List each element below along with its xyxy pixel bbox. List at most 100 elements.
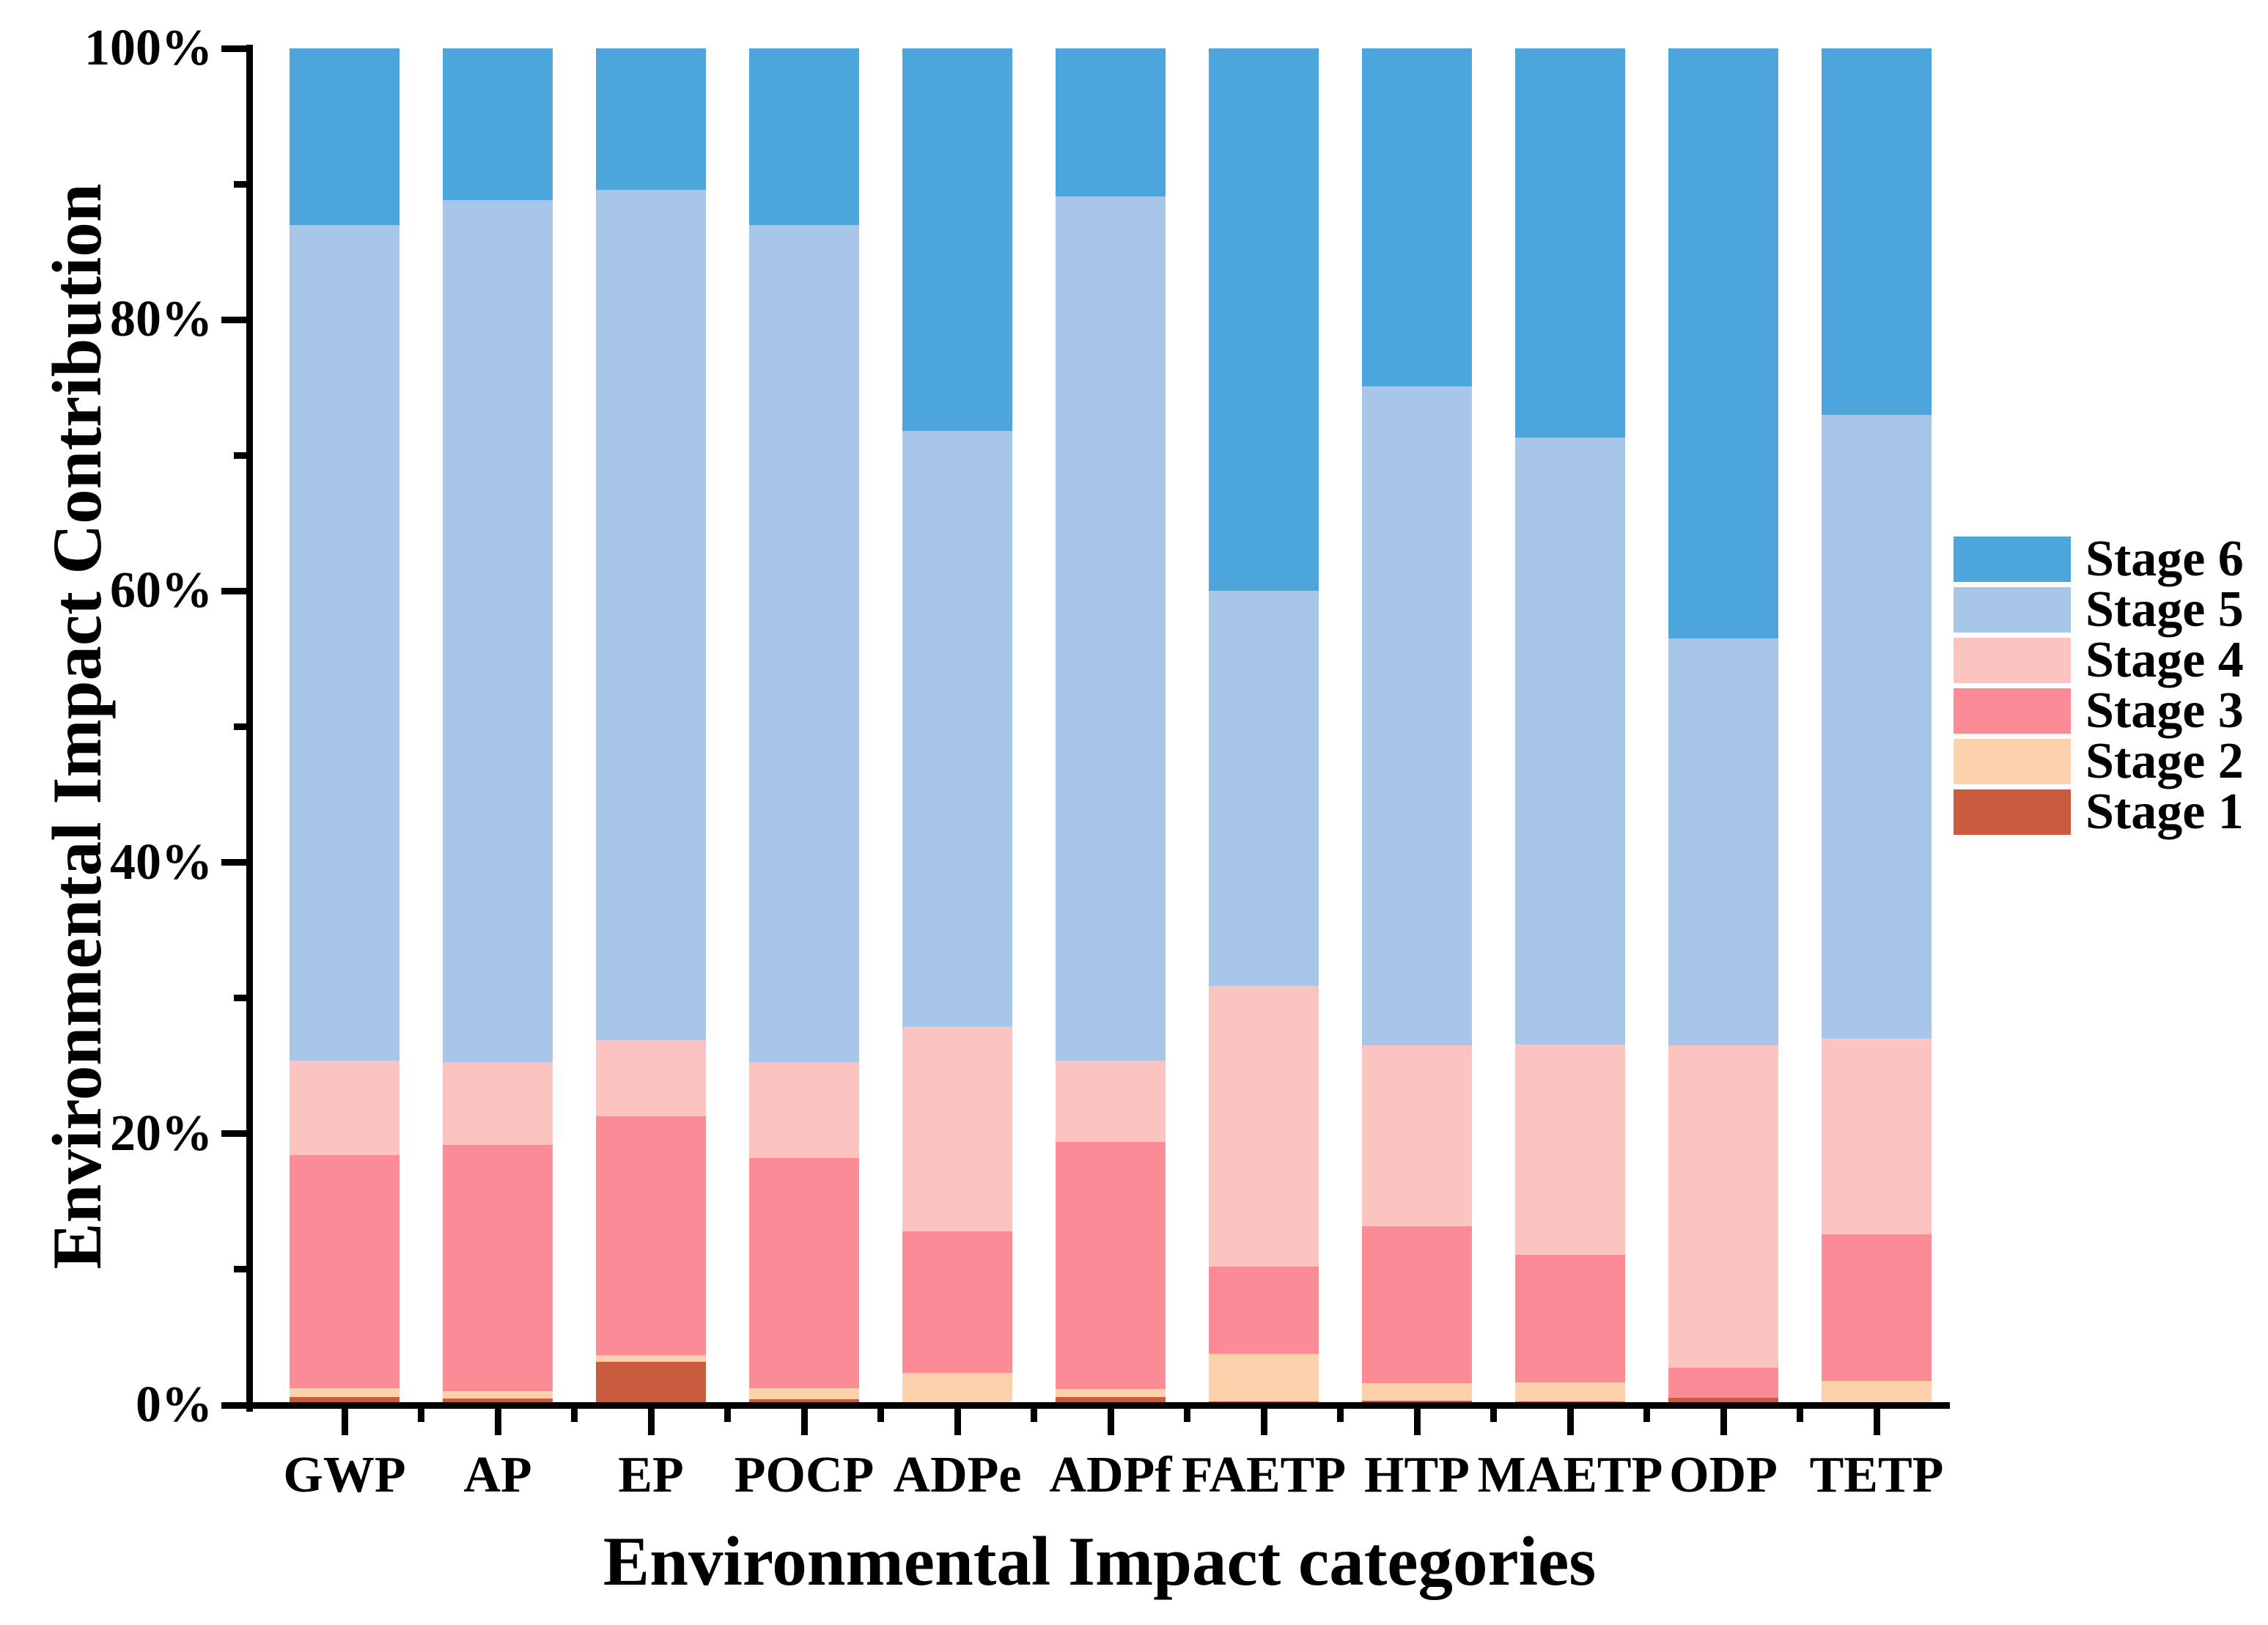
- bar-segment-FAETP-stage-5: [1209, 591, 1319, 987]
- legend-label: Stage 4: [2085, 632, 2244, 688]
- bar-segment-MAETP-stage-2: [1515, 1382, 1625, 1401]
- x-axis-title: Environmental Impact categories: [603, 1522, 1597, 1600]
- bar-segment-POCP-stage-6: [749, 48, 859, 225]
- bar-segment-AP-stage-4: [443, 1061, 553, 1145]
- legend-item-stage-2: Stage 2: [1954, 734, 2261, 789]
- x-axis-major-tick: [1413, 1409, 1421, 1435]
- y-axis-major-tick: [221, 316, 246, 323]
- bar-segment-FAETP-stage-3: [1209, 1267, 1319, 1354]
- bar-segment-POCP-stage-4: [749, 1061, 859, 1159]
- bar-segment-FAETP-stage-4: [1209, 986, 1319, 1267]
- x-axis-category-label: ADPf: [1049, 1447, 1172, 1503]
- bar-segment-TETP-stage-6: [1822, 48, 1932, 415]
- bar-segment-GWP-stage-6: [290, 48, 400, 225]
- bar-segment-HTP-stage-6: [1362, 48, 1472, 386]
- bar-segment-TETP-stage-3: [1822, 1234, 1932, 1381]
- bar-segment-ODP-stage-5: [1668, 638, 1778, 1046]
- y-axis-tick-label: 60%: [110, 562, 213, 619]
- y-axis-minor-tick: [234, 723, 246, 730]
- y-axis-major-tick: [221, 1401, 246, 1409]
- bar-segment-HTP-stage-2: [1362, 1383, 1472, 1401]
- x-axis-major-tick: [1260, 1409, 1267, 1435]
- legend-label: Stage 3: [2085, 682, 2244, 739]
- x-axis-minor-tick: [877, 1409, 884, 1422]
- bar-segment-MAETP-stage-3: [1515, 1254, 1625, 1383]
- bar-segment-ADPf-stage-6: [1056, 48, 1166, 196]
- x-axis-category-label: MAETP: [1477, 1447, 1663, 1503]
- y-axis-minor-tick: [234, 452, 246, 459]
- x-axis-minor-tick: [1337, 1409, 1344, 1422]
- legend-label: Stage 5: [2085, 581, 2244, 638]
- legend-item-stage-4: Stage 4: [1954, 633, 2261, 688]
- bar-segment-POCP-stage-5: [749, 224, 859, 1062]
- bar-segment-AP-stage-5: [443, 200, 553, 1062]
- x-axis-category-label: GWP: [283, 1447, 406, 1503]
- bar-segment-GWP-stage-5: [290, 224, 400, 1061]
- legend-label: Stage 1: [2085, 784, 2244, 840]
- bar-segment-ADPe-stage-3: [902, 1231, 1012, 1373]
- legend-swatch-stage-6: [1954, 537, 2071, 582]
- bar-segment-TETP-stage-5: [1822, 414, 1932, 1039]
- x-axis-major-tick: [1873, 1409, 1880, 1435]
- y-axis-tick-label: 80%: [110, 291, 213, 348]
- bar-segment-TETP-stage-2: [1822, 1380, 1932, 1403]
- bar-segment-POCP-stage-1: [749, 1399, 859, 1405]
- y-axis-minor-tick: [234, 1266, 246, 1273]
- x-axis-category-label: AP: [463, 1447, 532, 1503]
- bar-segment-ADPe-stage-5: [902, 430, 1012, 1027]
- x-axis-minor-tick: [418, 1409, 424, 1422]
- bar-segment-POCP-stage-2: [749, 1388, 859, 1399]
- legend-item-stage-1: Stage 1: [1954, 785, 2261, 839]
- y-axis-major-tick: [221, 859, 246, 866]
- x-axis-major-tick: [647, 1409, 655, 1435]
- x-axis-category-label: ADPe: [893, 1447, 1022, 1503]
- y-axis-minor-tick: [234, 995, 246, 1002]
- bar-segment-ADPe-stage-6: [902, 48, 1012, 431]
- y-axis-tick-label: 20%: [110, 1105, 213, 1162]
- bar-segment-ODP-stage-6: [1668, 48, 1778, 639]
- bar-segment-ADPf-stage-5: [1056, 196, 1166, 1061]
- x-axis-minor-tick: [1797, 1409, 1803, 1422]
- bar-segment-EP-stage-6: [596, 48, 706, 190]
- bar-segment-EP-stage-1: [596, 1361, 706, 1405]
- y-axis-major-tick: [221, 587, 246, 594]
- x-axis-category-label: EP: [618, 1447, 684, 1503]
- x-axis-major-tick: [954, 1409, 961, 1435]
- bar-segment-ADPf-stage-3: [1056, 1141, 1166, 1389]
- bar-segment-POCP-stage-3: [749, 1158, 859, 1388]
- legend-swatch-stage-4: [1954, 638, 2071, 683]
- bar-segment-FAETP-stage-2: [1209, 1353, 1319, 1402]
- bar-segment-AP-stage-3: [443, 1144, 553, 1392]
- bar-segment-ADPf-stage-2: [1056, 1388, 1166, 1397]
- x-axis-major-tick: [1566, 1409, 1574, 1435]
- bar-segment-FAETP-stage-6: [1209, 48, 1319, 592]
- x-axis-major-tick: [341, 1409, 348, 1435]
- bar-segment-EP-stage-2: [596, 1355, 706, 1362]
- bar-segment-MAETP-stage-6: [1515, 48, 1625, 438]
- bar-segment-ADPf-stage-1: [1056, 1396, 1166, 1405]
- bar-segment-GWP-stage-4: [290, 1060, 400, 1156]
- bar-segment-EP-stage-4: [596, 1040, 706, 1116]
- x-axis-minor-tick: [1643, 1409, 1650, 1422]
- legend-label: Stage 2: [2085, 733, 2244, 789]
- legend-label: Stage 6: [2085, 531, 2244, 587]
- x-axis-category-label: ODP: [1669, 1447, 1778, 1503]
- x-axis-major-tick: [800, 1409, 808, 1435]
- legend-item-stage-3: Stage 3: [1954, 684, 2261, 738]
- bar-segment-GWP-stage-1: [290, 1396, 400, 1405]
- legend: Stage 6 Stage 5 Stage 4 Stage 3 Stage 2 Stage…: [1954, 532, 2261, 844]
- y-axis-tick-label: 100%: [84, 20, 213, 76]
- bar-segment-ADPe-stage-4: [902, 1026, 1012, 1232]
- x-axis-minor-tick: [1490, 1409, 1497, 1422]
- bar-segment-TETP-stage-4: [1822, 1039, 1932, 1234]
- y-axis-tick-label: 40%: [110, 833, 213, 891]
- y-axis-major-tick: [221, 1130, 246, 1138]
- bar-segment-EP-stage-5: [596, 189, 706, 1041]
- y-axis-minor-tick: [234, 180, 246, 188]
- bar-segment-AP-stage-2: [443, 1391, 553, 1399]
- bar-segment-MAETP-stage-4: [1515, 1044, 1625, 1255]
- bar-segment-AP-stage-6: [443, 48, 553, 201]
- bar-segment-ADPf-stage-4: [1056, 1060, 1166, 1142]
- x-axis-minor-tick: [571, 1409, 578, 1422]
